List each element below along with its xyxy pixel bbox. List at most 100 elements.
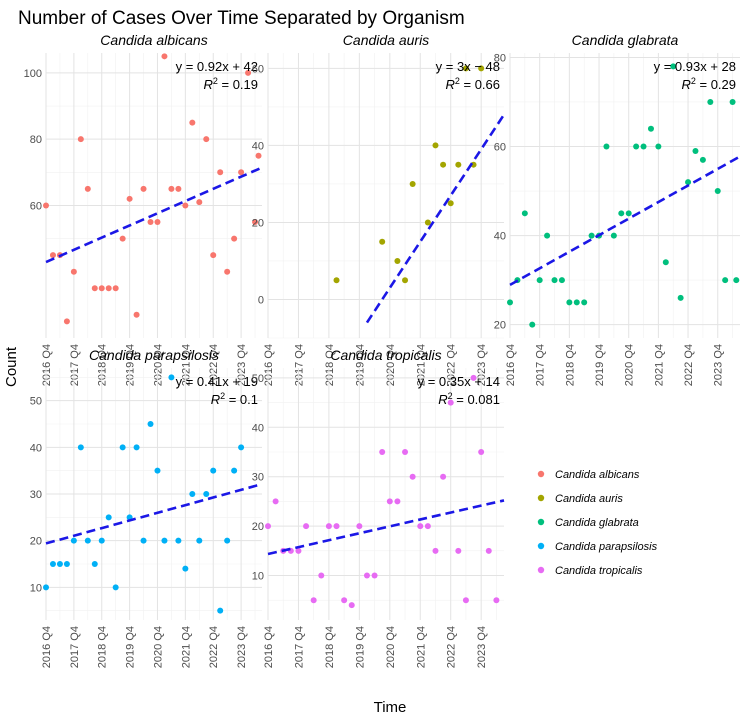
y-tick-label: 20 (252, 521, 264, 533)
x-tick-label: 2017 Q4 (69, 626, 81, 668)
x-tick-label: 2023 Q4 (236, 344, 248, 386)
x-tick-label: 2021 Q4 (415, 626, 427, 668)
data-point (551, 277, 558, 284)
data-point (98, 285, 105, 292)
x-tick-label: 2021 Q4 (180, 344, 192, 386)
x-tick-label: 2018 Q4 (97, 344, 109, 386)
panel-title: Candida auris (343, 32, 429, 48)
x-tick-label: 2017 Q4 (293, 344, 305, 386)
x-tick-label: 2022 Q4 (208, 344, 220, 386)
x-tick-label: 2023 Q4 (236, 626, 248, 668)
data-point (63, 318, 70, 325)
r-squared-label: R2 = 0.29 (681, 76, 736, 92)
data-point (625, 210, 632, 217)
x-tick-label: 2021 Q4 (415, 344, 427, 386)
legend-swatch (537, 470, 545, 478)
panel-title: Candida parapsilosis (89, 347, 219, 363)
data-point (84, 185, 91, 192)
data-point (692, 147, 699, 154)
y-tick-label: 20 (252, 217, 264, 229)
data-point (462, 597, 469, 604)
data-point (70, 537, 77, 544)
data-point (210, 467, 217, 474)
panel-candida-tropicalis: 2016 Q4 2017 Q4 2018 Q4 2019 Q4 2020 Q4 2021 … (252, 347, 505, 668)
x-tick-label: 2021 Q4 (653, 344, 665, 386)
data-point (84, 537, 91, 544)
data-point (333, 277, 340, 284)
data-point (581, 299, 588, 306)
x-tick-label: 2016 Q4 (263, 626, 275, 668)
data-point (295, 547, 302, 554)
data-point (455, 547, 462, 554)
data-point (544, 232, 551, 239)
data-point (245, 69, 252, 76)
legend-swatch (537, 518, 545, 526)
data-point (333, 523, 340, 530)
data-point (348, 602, 355, 609)
legend-swatch (537, 494, 545, 502)
trend-line (45, 166, 263, 264)
legend-label: Candida parapsilosis (555, 541, 658, 553)
legend-label: Candida glabrata (555, 517, 639, 529)
data-point (447, 399, 454, 406)
data-point (493, 597, 500, 604)
data-point (371, 572, 378, 579)
x-tick-label: 2020 Q4 (624, 344, 636, 386)
data-point (91, 285, 98, 292)
data-point (379, 449, 386, 455)
data-point (175, 537, 182, 544)
data-point (182, 565, 189, 572)
legend-label: Candida tropicalis (555, 565, 643, 577)
data-point (455, 161, 462, 168)
data-point (77, 444, 84, 451)
data-point (402, 277, 409, 284)
y-tick-label: 20 (30, 536, 42, 548)
data-point (112, 285, 119, 292)
data-point (161, 53, 168, 60)
data-point (699, 156, 706, 163)
x-tick-label: 2023 Q4 (476, 626, 488, 668)
trend-line (267, 499, 505, 556)
data-point (43, 202, 49, 209)
data-point (105, 514, 112, 521)
data-point (70, 268, 77, 275)
x-tick-label: 2016 Q4 (505, 344, 517, 386)
data-point (647, 125, 654, 132)
data-point (432, 142, 439, 149)
data-point (98, 537, 105, 544)
data-point (507, 299, 513, 306)
x-tick-label: 2016 Q4 (41, 344, 53, 386)
y-tick-label: 80 (494, 52, 506, 64)
x-tick-label: 2023 Q4 (713, 344, 725, 386)
panel-candida-albicans: 2016 Q4 2017 Q4 2018 Q4 2019 Q4 2020 Q4 2021 … (24, 32, 263, 386)
panels: 2016 Q4 2017 Q4 2018 Q4 2019 Q4 2020 Q4 2021 … (24, 32, 741, 668)
data-point (341, 597, 348, 604)
x-tick-label: 2020 Q4 (385, 344, 397, 386)
data-point (189, 119, 196, 126)
x-tick-label: 2018 Q4 (324, 344, 336, 386)
x-tick-label: 2018 Q4 (324, 626, 336, 668)
data-point (140, 537, 147, 544)
data-point (685, 179, 692, 186)
data-point (231, 467, 238, 474)
y-tick-label: 60 (30, 200, 42, 212)
data-point (714, 188, 721, 195)
data-point (105, 285, 112, 292)
data-point (363, 572, 370, 579)
data-point (603, 143, 610, 150)
data-point (618, 210, 625, 217)
data-point (394, 257, 401, 264)
data-point (432, 547, 439, 554)
data-point (409, 180, 416, 187)
y-tick-label: 40 (252, 422, 264, 434)
data-point (356, 523, 363, 530)
legend: Candida albicans Candida auris Candida gla… (537, 469, 658, 577)
data-point (440, 473, 447, 480)
data-point (529, 321, 536, 328)
x-tick-label: 2018 Q4 (97, 626, 109, 668)
data-point (49, 561, 56, 567)
data-point (49, 252, 56, 259)
data-point (485, 547, 492, 554)
data-point (707, 98, 714, 105)
